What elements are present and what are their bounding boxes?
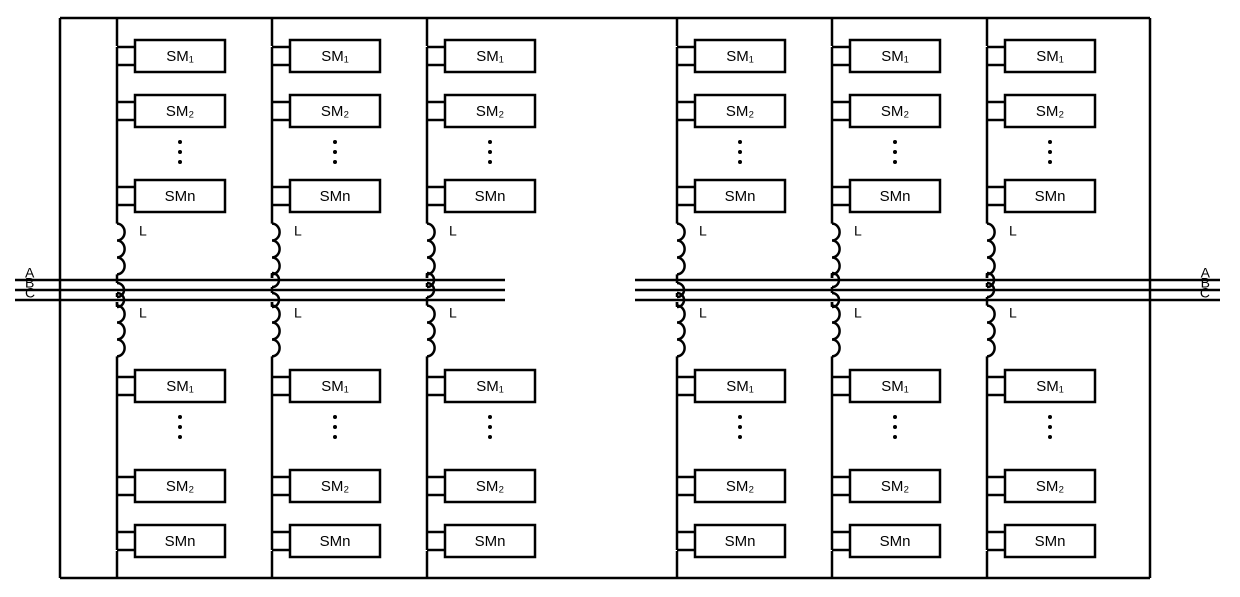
svg-text:C: C	[1200, 285, 1210, 301]
svg-text:SM₁: SM₁	[166, 378, 194, 395]
svg-text:SM₂: SM₂	[726, 478, 755, 495]
svg-text:SM₂: SM₂	[321, 478, 350, 495]
svg-text:SMn: SMn	[1035, 533, 1066, 550]
svg-text:SM₁: SM₁	[321, 378, 349, 395]
svg-text:SMn: SMn	[320, 533, 351, 550]
svg-text:SM₂: SM₂	[1036, 478, 1065, 495]
svg-text:L: L	[449, 223, 457, 239]
svg-text:SMn: SMn	[1035, 188, 1066, 205]
svg-text:SM₁: SM₁	[476, 48, 504, 65]
svg-text:SMn: SMn	[880, 188, 911, 205]
svg-text:SM₁: SM₁	[881, 378, 909, 395]
svg-text:L: L	[854, 305, 862, 321]
svg-text:SM₁: SM₁	[166, 48, 194, 65]
svg-text:SM₂: SM₂	[726, 103, 755, 120]
svg-text:SM₁: SM₁	[881, 48, 909, 65]
svg-text:SMn: SMn	[475, 533, 506, 550]
svg-text:SM₁: SM₁	[726, 378, 754, 395]
svg-text:L: L	[139, 223, 147, 239]
svg-text:SMn: SMn	[320, 188, 351, 205]
svg-text:SM₁: SM₁	[1036, 378, 1064, 395]
svg-text:L: L	[1009, 223, 1017, 239]
svg-text:SM₂: SM₂	[881, 478, 910, 495]
svg-text:SM₁: SM₁	[1036, 48, 1064, 65]
svg-text:SM₂: SM₂	[1036, 103, 1065, 120]
svg-text:SM₁: SM₁	[476, 378, 504, 395]
svg-text:L: L	[854, 223, 862, 239]
svg-text:SMn: SMn	[165, 533, 196, 550]
svg-text:SM₂: SM₂	[321, 103, 350, 120]
svg-text:SMn: SMn	[165, 188, 196, 205]
svg-text:L: L	[294, 305, 302, 321]
svg-text:SM₂: SM₂	[476, 103, 505, 120]
svg-text:L: L	[1009, 305, 1017, 321]
svg-text:SM₁: SM₁	[726, 48, 754, 65]
svg-text:SMn: SMn	[725, 533, 756, 550]
svg-text:SM₂: SM₂	[166, 103, 195, 120]
svg-text:L: L	[139, 305, 147, 321]
svg-text:SM₂: SM₂	[476, 478, 505, 495]
svg-text:SM₂: SM₂	[881, 103, 910, 120]
svg-text:SMn: SMn	[880, 533, 911, 550]
svg-text:L: L	[449, 305, 457, 321]
svg-text:SM₁: SM₁	[321, 48, 349, 65]
svg-text:SMn: SMn	[725, 188, 756, 205]
svg-text:SMn: SMn	[475, 188, 506, 205]
svg-text:L: L	[699, 223, 707, 239]
mmc-converter-diagram: AABBCCSM₁SM₂SMnLSM₁SM₂SMnLSM₁SM₂SMnLSM₁S…	[0, 0, 1240, 597]
svg-text:C: C	[25, 285, 35, 301]
svg-text:L: L	[294, 223, 302, 239]
svg-text:SM₂: SM₂	[166, 478, 195, 495]
svg-text:L: L	[699, 305, 707, 321]
